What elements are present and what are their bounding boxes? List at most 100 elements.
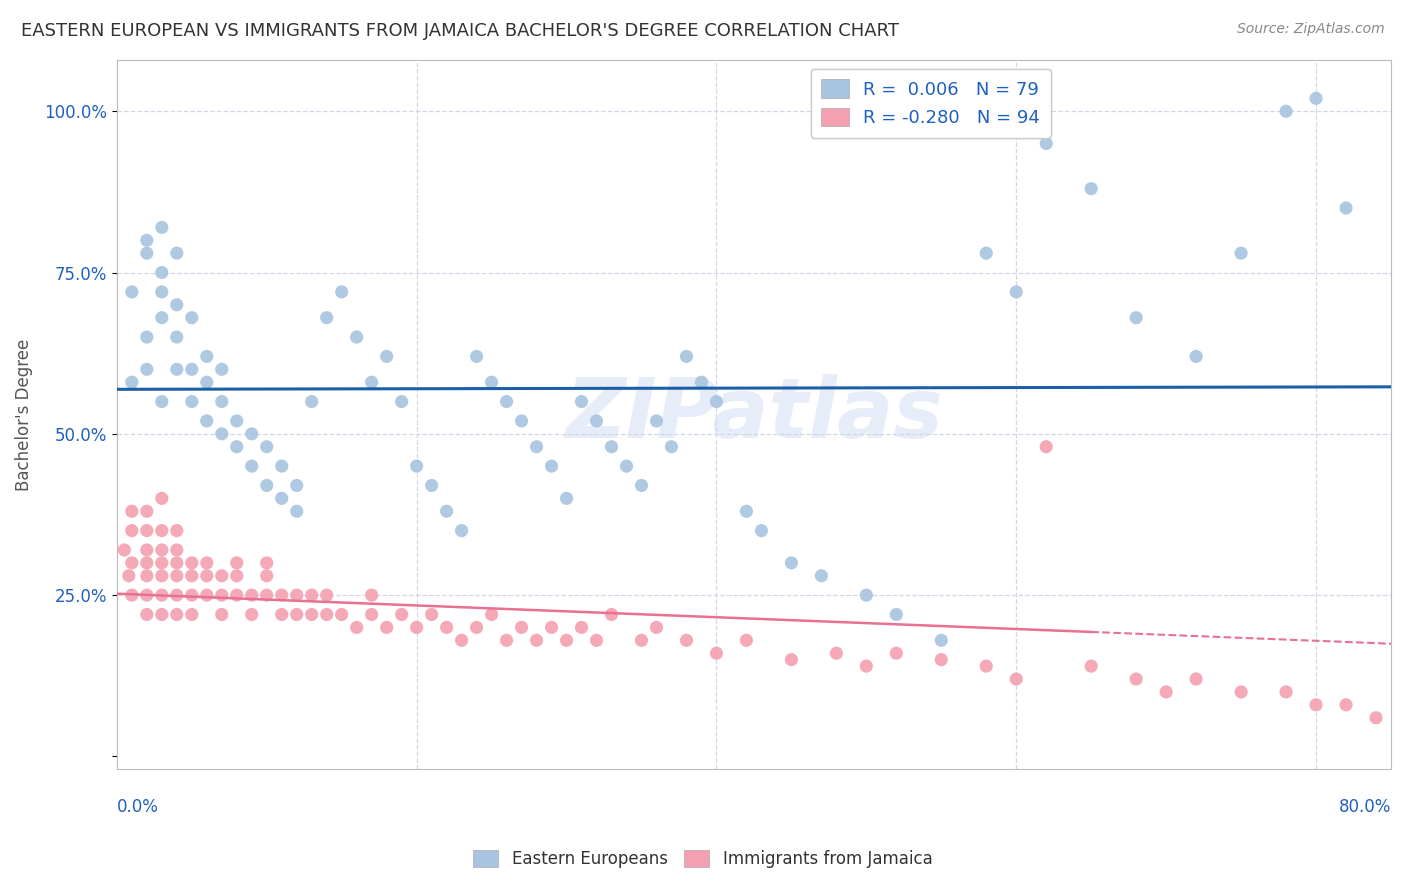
Point bbox=[150, 310, 173, 325]
Point bbox=[225, 568, 247, 582]
Point bbox=[225, 440, 247, 454]
Point bbox=[360, 375, 382, 389]
Point bbox=[495, 633, 517, 648]
Point bbox=[780, 653, 803, 667]
Point bbox=[555, 633, 578, 648]
Point bbox=[420, 607, 443, 622]
Point bbox=[166, 246, 188, 260]
Point bbox=[855, 588, 877, 602]
Point bbox=[150, 220, 173, 235]
Point bbox=[211, 568, 233, 582]
Point bbox=[555, 491, 578, 506]
Point bbox=[884, 607, 907, 622]
Point bbox=[825, 646, 848, 660]
Point bbox=[929, 653, 952, 667]
Point bbox=[1125, 672, 1147, 686]
Point bbox=[436, 620, 458, 634]
Point bbox=[330, 607, 353, 622]
Point bbox=[285, 607, 308, 622]
Point bbox=[465, 620, 488, 634]
Point bbox=[256, 588, 278, 602]
Point bbox=[450, 524, 472, 538]
Point bbox=[481, 607, 503, 622]
Point bbox=[150, 491, 173, 506]
Point bbox=[571, 620, 593, 634]
Point bbox=[1275, 685, 1298, 699]
Point bbox=[195, 568, 218, 582]
Point bbox=[256, 568, 278, 582]
Point bbox=[1035, 440, 1057, 454]
Point bbox=[121, 375, 143, 389]
Point bbox=[150, 568, 173, 582]
Point bbox=[391, 394, 413, 409]
Point bbox=[645, 414, 668, 428]
Point bbox=[540, 620, 562, 634]
Point bbox=[195, 350, 218, 364]
Point bbox=[1125, 310, 1147, 325]
Point bbox=[735, 504, 758, 518]
Point bbox=[450, 633, 472, 648]
Point bbox=[974, 246, 997, 260]
Point bbox=[150, 266, 173, 280]
Point bbox=[256, 478, 278, 492]
Point bbox=[166, 568, 188, 582]
Point bbox=[645, 620, 668, 634]
Point bbox=[465, 350, 488, 364]
Point bbox=[166, 588, 188, 602]
Point bbox=[166, 362, 188, 376]
Point bbox=[166, 524, 188, 538]
Point bbox=[346, 330, 368, 344]
Point bbox=[195, 375, 218, 389]
Point bbox=[240, 426, 263, 441]
Point bbox=[1080, 181, 1102, 195]
Point bbox=[301, 588, 323, 602]
Point bbox=[166, 298, 188, 312]
Point bbox=[180, 394, 202, 409]
Point bbox=[375, 350, 398, 364]
Point bbox=[360, 588, 382, 602]
Point bbox=[301, 394, 323, 409]
Point bbox=[285, 588, 308, 602]
Point bbox=[1365, 711, 1388, 725]
Point bbox=[166, 330, 188, 344]
Point bbox=[150, 285, 173, 299]
Point bbox=[675, 350, 697, 364]
Point bbox=[1305, 698, 1327, 712]
Point bbox=[121, 556, 143, 570]
Point bbox=[420, 478, 443, 492]
Point bbox=[270, 459, 292, 474]
Point bbox=[240, 459, 263, 474]
Point bbox=[180, 607, 202, 622]
Point bbox=[211, 394, 233, 409]
Legend: R =  0.006   N = 79, R = -0.280   N = 94: R = 0.006 N = 79, R = -0.280 N = 94 bbox=[811, 69, 1050, 138]
Point bbox=[600, 607, 623, 622]
Point bbox=[240, 607, 263, 622]
Point bbox=[166, 543, 188, 558]
Point bbox=[526, 440, 548, 454]
Point bbox=[810, 568, 832, 582]
Point bbox=[121, 504, 143, 518]
Point bbox=[675, 633, 697, 648]
Point bbox=[256, 440, 278, 454]
Point bbox=[135, 504, 157, 518]
Point bbox=[706, 394, 728, 409]
Point bbox=[974, 659, 997, 673]
Point bbox=[735, 633, 758, 648]
Point bbox=[391, 607, 413, 622]
Point bbox=[135, 330, 157, 344]
Point bbox=[301, 607, 323, 622]
Point bbox=[135, 607, 157, 622]
Point bbox=[1334, 698, 1357, 712]
Point bbox=[195, 588, 218, 602]
Point bbox=[315, 607, 337, 622]
Point bbox=[285, 504, 308, 518]
Point bbox=[225, 588, 247, 602]
Point bbox=[180, 588, 202, 602]
Point bbox=[135, 362, 157, 376]
Point bbox=[180, 568, 202, 582]
Point bbox=[405, 459, 427, 474]
Point bbox=[225, 556, 247, 570]
Point bbox=[211, 588, 233, 602]
Point bbox=[495, 394, 517, 409]
Point bbox=[121, 524, 143, 538]
